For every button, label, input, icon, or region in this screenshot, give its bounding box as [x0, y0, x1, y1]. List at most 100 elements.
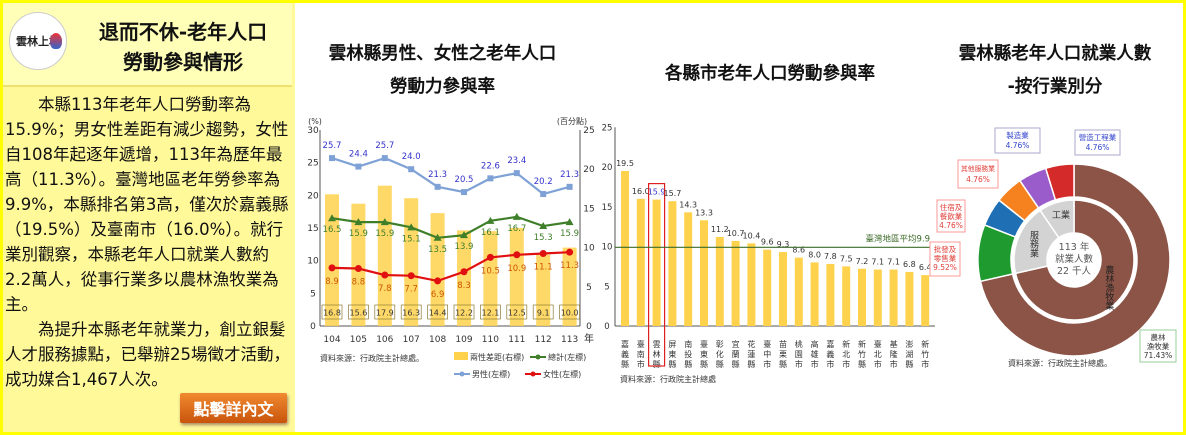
chart1-point	[434, 277, 442, 285]
chart1-left-tick: 0	[310, 322, 316, 332]
chart1-bar-label-box	[506, 304, 528, 320]
chart1-bar-label-box	[559, 304, 580, 320]
chart1-point-label: 20.5	[455, 175, 474, 185]
chart1-point-label: 10.5	[481, 266, 500, 276]
chart2-bar-label: 8.0	[808, 250, 821, 259]
pie-callout-box	[957, 159, 999, 189]
pie-callout-box	[1074, 129, 1121, 156]
chart2-y-tick: 5	[604, 282, 609, 292]
chart2-highlight-box	[647, 182, 666, 367]
pie-inner-label: 服務業	[1028, 230, 1039, 258]
pie-inner-label: 工業	[1052, 209, 1070, 221]
chart1-bar-label-box	[427, 304, 448, 320]
pie-callout-box	[1139, 329, 1177, 363]
chart1-x-tick: 112	[535, 335, 552, 345]
pie-callout-value: 9.52%	[933, 263, 957, 272]
summary-text: 本縣113年老年人口勞動率為15.9%；男女性差距有減少趨勢，女性自108年起逐…	[5, 92, 290, 392]
pie-callout-value: 4.76%	[1006, 141, 1030, 150]
chart2-y-tick: 10	[602, 243, 613, 253]
chart1-point-label: 16.7	[507, 224, 526, 234]
chart1-right-tick: 20	[583, 165, 595, 175]
flame-icon	[50, 33, 62, 49]
chart2-bar-label: 19.5	[616, 159, 634, 168]
chart2-x-tick: 高雄市	[810, 339, 819, 370]
pie-inner-label: 農林漁牧業	[1103, 264, 1114, 311]
chart2-bar-label: 15.7	[663, 189, 681, 198]
pie-callout-label: 營造工程業	[1079, 132, 1117, 142]
chart2-x-tick: 澎湖縣	[905, 339, 914, 370]
chart2-bar-label: 7.1	[887, 258, 900, 267]
chart2-bar	[842, 266, 851, 326]
chart1-point-label: 8.8	[352, 278, 366, 288]
chart1-right-tick: 15	[583, 204, 594, 214]
chart1-left-unit: (%)	[308, 117, 322, 126]
chart1-point	[512, 212, 521, 220]
chart1-point-label: 13.9	[455, 242, 474, 252]
chart1-right-tick: 25	[583, 126, 594, 136]
chart2-x-tick: 南投縣	[684, 339, 693, 370]
chart2-bar	[905, 271, 914, 326]
chart1-point	[408, 166, 415, 173]
chart2-bar-label: 10.7	[727, 229, 745, 238]
chart1-bar-label-box	[480, 304, 501, 320]
chart1-point	[566, 248, 574, 256]
pie-callout-value: 4.76%	[966, 175, 990, 184]
chart2-x-tick: 屏東縣	[668, 340, 677, 370]
chart1-point	[354, 218, 363, 226]
chart1-point	[513, 251, 521, 259]
chart1-point-label: 15.9	[375, 229, 394, 239]
chart2-x-tick: 苗栗縣	[779, 340, 788, 370]
chart1-bar	[430, 213, 445, 326]
pie-callout-label: 漁牧業	[1147, 341, 1170, 351]
chart2-x-tick: 新竹市	[921, 339, 930, 370]
chart1-bar-label-box	[453, 304, 475, 320]
chart2-bar-label: 14.3	[679, 200, 697, 209]
chart1-point	[539, 222, 548, 230]
chart2-x-tick: 彰化縣	[715, 339, 724, 370]
chart1-point-label: 7.8	[378, 284, 392, 294]
chart1-bar-label: 12.1	[481, 309, 499, 318]
pie-callout-label: 零售業	[934, 253, 957, 263]
chart1-point-label: 23.4	[507, 156, 526, 166]
chart1-x-tick: 110	[482, 335, 499, 345]
chart2-bar	[636, 198, 645, 326]
chart1-point-label: 25.7	[375, 141, 394, 151]
chart2-y-tick: 25	[602, 123, 613, 133]
chart1-point	[539, 249, 547, 257]
chart1-point	[355, 163, 362, 170]
chart2-bar-label: 7.5	[840, 254, 853, 263]
chart1-source: 資料來源：行政院主計總處。	[320, 353, 424, 363]
legend-label: 總計(左標)	[548, 352, 586, 362]
chart2-bar-label: 7.8	[824, 252, 837, 261]
pie-callout-label: 農林	[1151, 332, 1167, 342]
pie-callout-box	[936, 199, 966, 233]
chart2-x-tick: 雲林縣	[652, 340, 661, 370]
chart2-bar-label: 11.2	[711, 225, 729, 234]
chart1-bar-label: 16.3	[402, 309, 420, 318]
chart2-x-tick: 臺北市	[873, 339, 882, 370]
chart2-y-tick: 0	[604, 322, 609, 332]
pie-callout-label: 餐飲業	[940, 211, 963, 221]
summary-panel: 雲林上場 退而不休-老年人口 勞動參與情形 本縣113年老年人口勞動率為15.9%…	[0, 0, 295, 435]
chart2-x-tick: 嘉義市	[826, 339, 835, 370]
chart2-bar	[763, 249, 772, 326]
chart2-bar	[668, 201, 677, 326]
paragraph-1: 本縣113年老年人口勞動率為15.9%；男女性差距有減少趨勢，女性自108年起逐…	[5, 95, 289, 314]
legend-marker	[535, 354, 541, 360]
chart1-bar	[562, 247, 577, 326]
chart1-point	[486, 253, 494, 261]
chart2-x-tick: 基隆市	[889, 339, 898, 370]
pie-callout-label: 製造業	[1006, 130, 1029, 140]
chart2-source: 資料來源：行政院主計總處	[620, 374, 716, 384]
chart1-x-tick: 111	[508, 335, 525, 345]
read-more-button[interactable]: 點擊詳內文	[180, 393, 287, 423]
title-line-2: 勞動參與情形	[123, 50, 243, 74]
chart1-title-line1: 雲林縣男性、女性之老年人口	[328, 44, 557, 64]
chart1-point	[407, 272, 415, 280]
chart1-point	[460, 231, 468, 239]
chart2-x-tick: 臺東縣	[700, 339, 709, 370]
chart1-point-label: 24.0	[402, 152, 421, 162]
chart1-point-label: 21.3	[560, 170, 579, 180]
chart1-bar-label: 12.2	[455, 309, 473, 318]
chart1-line-1	[331, 156, 570, 196]
